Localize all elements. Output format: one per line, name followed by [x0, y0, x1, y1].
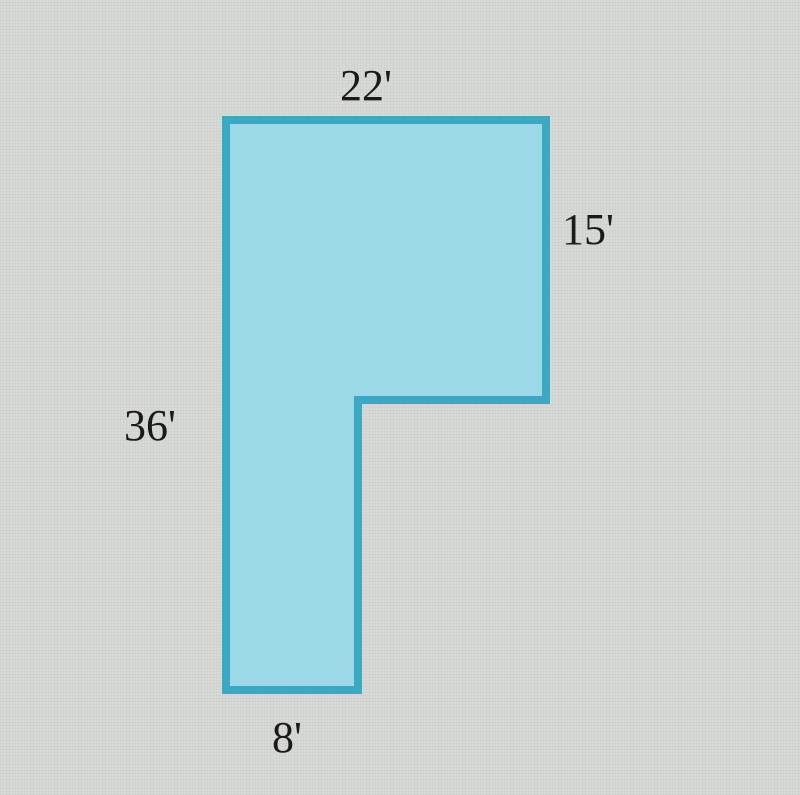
dimension-label-left: 36' — [124, 400, 176, 451]
dimension-label-right: 15' — [562, 204, 614, 255]
dimension-label-top: 22' — [340, 60, 392, 111]
geometry-diagram: 22' 15' 36' 8' — [0, 0, 800, 795]
l-shape-polygon — [226, 120, 546, 690]
dimension-label-bottom: 8' — [272, 712, 302, 763]
shape-svg — [0, 0, 800, 795]
